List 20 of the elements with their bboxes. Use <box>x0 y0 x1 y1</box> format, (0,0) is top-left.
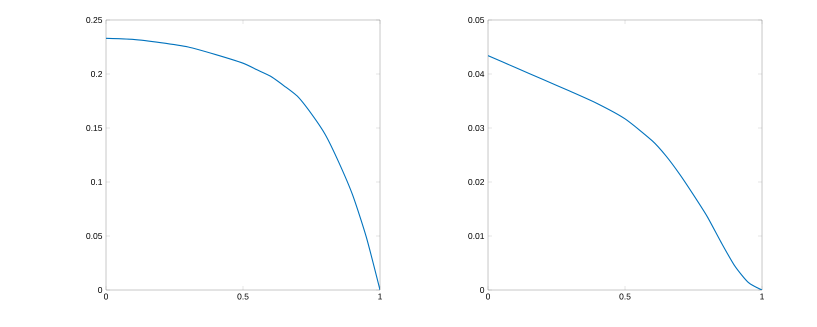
y-tick-label: 0.02 <box>468 178 484 186</box>
x-tick-label: 0 <box>486 294 490 300</box>
y-tick-label: 0 <box>480 286 484 294</box>
y-tick-label: 0.05 <box>86 232 102 240</box>
y-tick-label: 0.15 <box>86 124 102 132</box>
line-series <box>488 55 762 290</box>
x-tick-label: 0.5 <box>237 294 249 300</box>
y-tick-label: 0 <box>98 286 102 294</box>
x-tick-label: 1 <box>378 294 382 300</box>
x-tick-label: 0 <box>104 294 108 300</box>
y-tick-label: 0.03 <box>468 124 484 132</box>
y-tick-label: 0.1 <box>90 178 102 186</box>
line-series <box>106 38 380 290</box>
y-tick-label: 0.04 <box>468 70 484 77</box>
y-tick-label: 0.2 <box>90 70 102 77</box>
y-tick-label: 0.05 <box>468 16 484 23</box>
y-tick-label: 0.25 <box>86 16 102 23</box>
y-tick-label: 0.01 <box>468 232 484 240</box>
x-tick-label: 0.5 <box>619 294 631 300</box>
x-tick-label: 1 <box>760 294 764 300</box>
